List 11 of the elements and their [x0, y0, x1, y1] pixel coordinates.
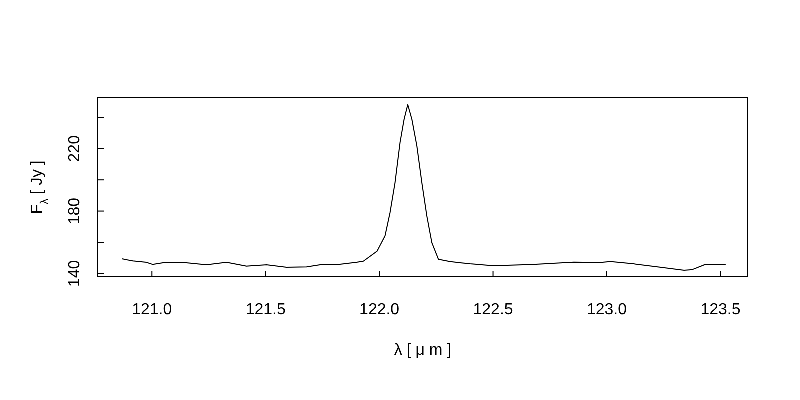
x-tick-label: 121.5 — [246, 301, 286, 318]
y-tick-label: 140 — [66, 260, 84, 288]
line-series — [122, 104, 726, 271]
y-tick-label: 220 — [66, 135, 84, 162]
x-axis-title: λ [ μ m ] — [394, 342, 452, 359]
x-tick-label: 122.0 — [360, 301, 400, 318]
x-tick-label: 123.0 — [586, 301, 628, 318]
y-tick-label: 180 — [66, 198, 84, 225]
x-tick-label: 122.5 — [473, 301, 514, 318]
x-tick-label: 123.5 — [700, 301, 741, 318]
x-tick-label: 121.0 — [132, 301, 172, 318]
